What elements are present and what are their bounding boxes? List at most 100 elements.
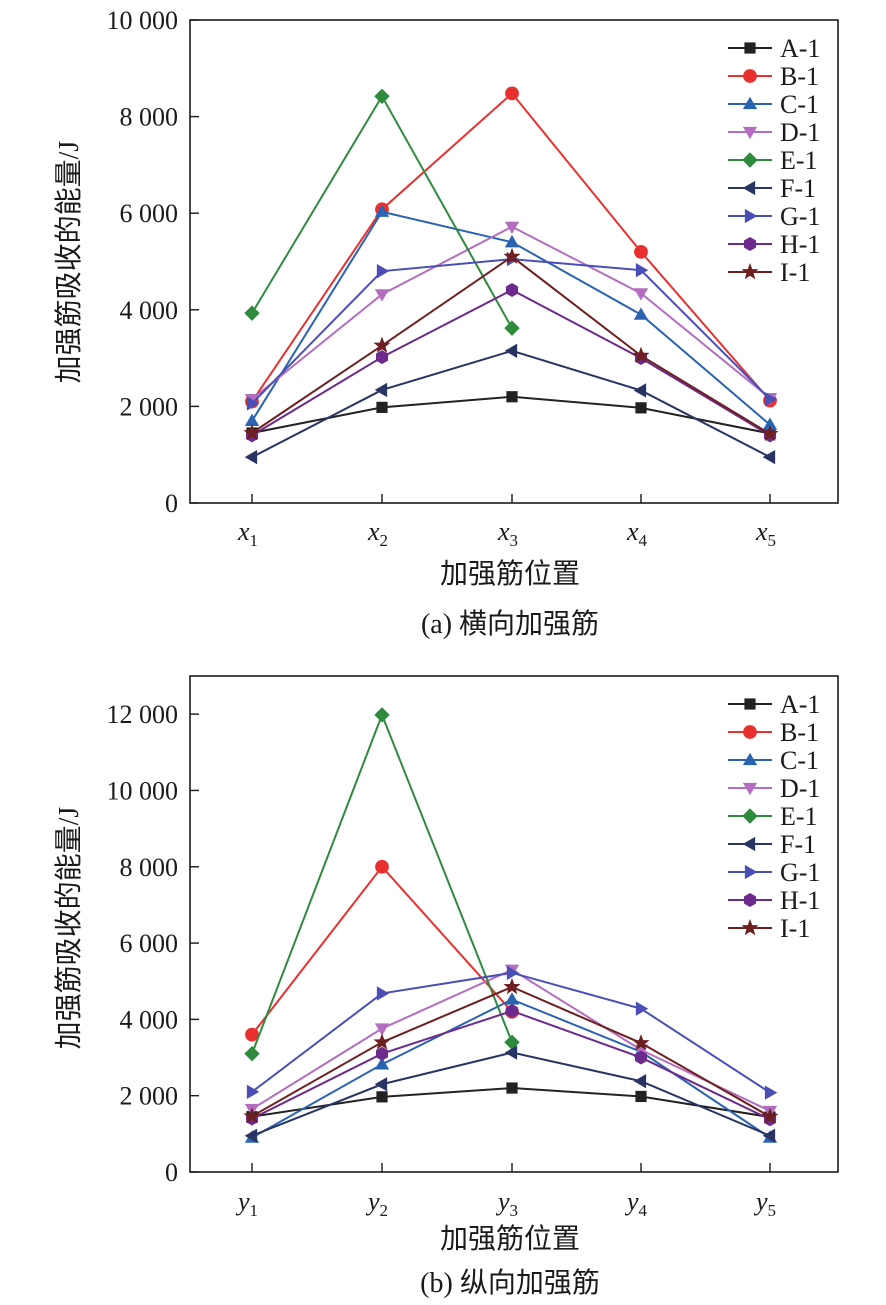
legend-label: H-1 (780, 230, 820, 259)
data-point-diamond-marker (504, 320, 520, 336)
data-point-triangle-right-marker (764, 391, 778, 407)
series-line (251, 91, 771, 403)
plot-frame (189, 19, 839, 504)
data-point-square-marker (506, 1082, 518, 1094)
legend-item: F-1 (728, 174, 816, 203)
y-tick-label: 10 000 (107, 776, 179, 805)
data-point-triangle-up-marker (244, 413, 260, 427)
series-line (251, 349, 771, 459)
data-point-star-marker (373, 1033, 391, 1050)
data-point-triangle-right-marker (246, 396, 260, 411)
data-point-triangle-up-marker (633, 307, 649, 320)
data-point-triangle-up-marker (742, 96, 758, 110)
x-tick-label: y2 (365, 1187, 388, 1220)
legend-label: C-1 (780, 90, 819, 119)
series-a-1 (246, 391, 776, 440)
legend-item: G-1 (728, 858, 820, 887)
series-line (251, 255, 771, 435)
data-point-triangle-left-marker (762, 449, 776, 465)
plot-frame (189, 675, 839, 1173)
data-point-triangle-down-marker (374, 289, 390, 302)
data-point-hexagon-marker (505, 283, 519, 297)
data-point-triangle-left-marker (374, 382, 388, 398)
legend-label: I-1 (780, 914, 810, 943)
legend-item: I-1 (728, 914, 810, 943)
data-point-triangle-left-marker (633, 383, 647, 398)
legend-item: F-1 (728, 830, 816, 859)
y-axis-ticks: 0 2 000 4 000 6 000 8 000 10 000 (107, 6, 199, 518)
data-point-hexagon-marker (375, 1046, 389, 1061)
x-tick-label: y1 (235, 1187, 258, 1220)
data-point-triangle-left-marker (244, 1128, 258, 1143)
data-point-triangle-left-marker (504, 1045, 518, 1060)
data-point-triangle-up-marker (504, 992, 520, 1005)
data-point-triangle-left-marker (762, 1128, 776, 1143)
data-point-circle-marker (375, 859, 389, 874)
y-tick-label: 0 (165, 1158, 178, 1187)
x-tick-label: x3 (497, 517, 518, 550)
data-point-square-marker (506, 391, 518, 403)
legend-label: E-1 (780, 146, 818, 175)
legend: A-1B-1C-1D-1E-1F-1G-1H-1I-1 (728, 34, 820, 287)
data-point-hexagon-marker (743, 237, 757, 251)
legend-item: A-1 (728, 34, 820, 63)
legend-item: A-1 (728, 690, 820, 719)
data-point-triangle-down-marker (374, 1023, 390, 1036)
data-point-star-marker (243, 424, 261, 441)
legend-item: I-1 (728, 258, 810, 287)
x-tick-label: x1 (237, 517, 258, 550)
series-f-1 (244, 343, 776, 465)
data-point-diamond-marker (742, 808, 758, 824)
data-point-triangle-right-marker (635, 263, 649, 278)
legend-label: E-1 (780, 802, 818, 831)
data-point-hexagon-marker (634, 1050, 648, 1065)
data-point-triangle-right-marker (246, 1084, 260, 1100)
data-point-triangle-right-marker (744, 208, 758, 224)
y-axis-title: 加强筋吸收的能量/J (53, 807, 85, 1050)
data-point-triangle-down-marker (742, 126, 758, 140)
data-point-hexagon-marker (505, 1004, 519, 1018)
x-axis-ticks: x1 x2 x3 x4 x5 (237, 494, 776, 550)
legend-label: C-1 (780, 746, 819, 775)
x-tick-label: y4 (624, 1187, 648, 1220)
x-tick-label: x2 (367, 517, 388, 550)
legend-label: B-1 (780, 718, 819, 747)
data-point-diamond-marker (742, 152, 758, 168)
legend-item: B-1 (728, 62, 819, 91)
legend-item: H-1 (728, 230, 820, 259)
y-tick-label: 8 000 (120, 853, 179, 882)
y-axis-title: 加强筋吸收的能量/J (53, 141, 85, 384)
legend-label: A-1 (780, 34, 820, 63)
data-point-star-marker (761, 1107, 779, 1124)
data-point-triangle-down-marker (742, 782, 758, 796)
x-axis-title: 加强筋位置 (440, 1223, 580, 1255)
legend-item: H-1 (728, 886, 820, 915)
y-tick-label: 4 000 (120, 296, 179, 325)
data-point-square-marker (376, 401, 388, 413)
data-point-diamond-marker (374, 88, 390, 105)
data-point-triangle-left-marker (504, 343, 518, 359)
data-point-hexagon-marker (375, 350, 389, 365)
chart-panel-transverse: 加强筋吸收的能量/J 加强筋位置 (a) 横向加强筋 0 2 000 4 000 6 … (53, 6, 839, 640)
data-point-star-marker (503, 247, 521, 264)
legend-item: B-1 (728, 718, 819, 747)
data-point-triangle-up-marker (742, 752, 758, 766)
series-f-1 (244, 1045, 776, 1143)
data-point-square-marker (744, 698, 756, 710)
legend-label: D-1 (780, 774, 820, 803)
data-point-diamond-marker (244, 1046, 260, 1062)
legend-item: G-1 (728, 202, 820, 231)
data-point-triangle-right-marker (744, 864, 758, 880)
data-point-star-marker (741, 263, 759, 280)
x-tick-label: y5 (753, 1187, 776, 1220)
series-b-1 (245, 859, 519, 1042)
legend-label: B-1 (780, 62, 819, 91)
data-point-diamond-marker (374, 707, 390, 723)
data-point-square-marker (635, 1090, 647, 1103)
legend-item: C-1 (728, 746, 819, 775)
data-point-star-marker (632, 346, 650, 363)
data-point-triangle-left-marker (244, 449, 258, 465)
y-tick-label: 4 000 (120, 1005, 179, 1034)
series-i-1 (243, 977, 779, 1124)
